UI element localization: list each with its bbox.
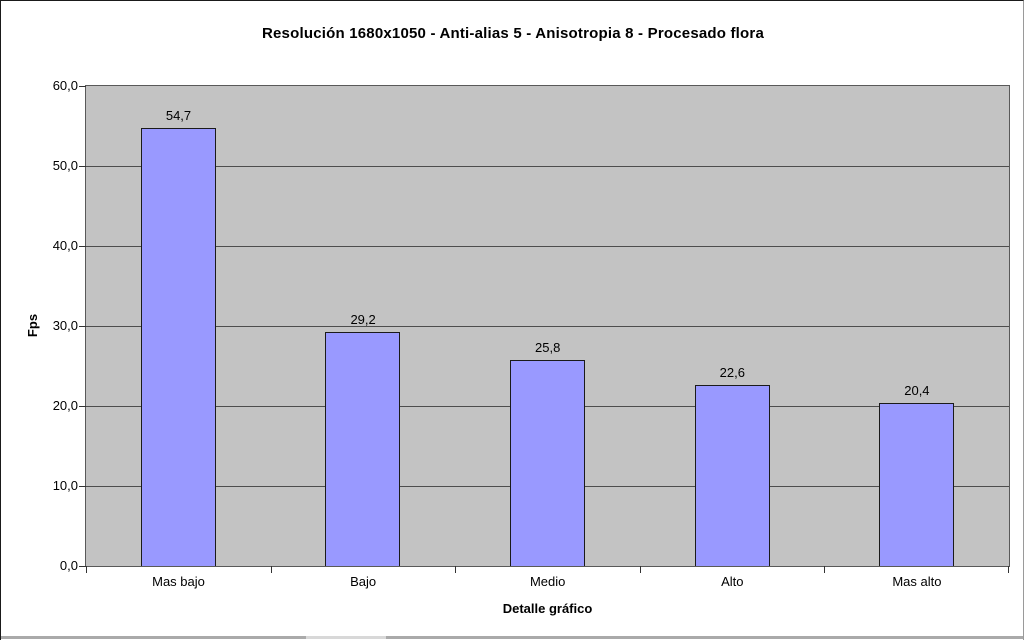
y-axis-tick: [79, 326, 86, 327]
data-label: 29,2: [350, 312, 376, 328]
horizontal-scrollbar[interactable]: [1, 635, 1023, 640]
bar-medio: [510, 359, 585, 566]
bar-alto: [694, 385, 770, 566]
y-axis-tick: [79, 406, 86, 407]
y-tick-label: 60,0: [52, 78, 78, 93]
y-tick-label: 20,0: [52, 398, 78, 413]
data-label: 54,7: [165, 108, 192, 124]
bar-bajo: [325, 332, 401, 566]
x-axis-tick: [1008, 566, 1009, 573]
x-category-label: Medio: [529, 574, 566, 589]
x-category-label: Bajo: [350, 574, 377, 589]
x-axis-tick: [639, 566, 641, 573]
data-label: 20,4: [904, 382, 930, 398]
gridline: [86, 326, 1009, 327]
scrollbar-thumb[interactable]: [306, 636, 386, 639]
scrollbar-track[interactable]: [1, 636, 1023, 639]
y-tick-label: 30,0: [52, 318, 78, 333]
gridline: [86, 166, 1009, 167]
y-axis-tick: [79, 166, 86, 167]
gridline: [86, 246, 1009, 247]
y-axis-tick: [79, 246, 86, 247]
y-tick-label: 50,0: [52, 158, 78, 173]
x-category-label: Alto: [721, 574, 744, 589]
x-axis-tick: [270, 566, 272, 573]
plot-area: 54,7 29,2 25,8 22,6 20,4: [79, 85, 1010, 573]
bar-mas-bajo: [140, 128, 216, 566]
y-axis-tick: [79, 566, 86, 567]
data-label: 25,8: [535, 339, 561, 355]
y-axis-tick: [79, 486, 86, 487]
chart-title: Resolución 1680x1050 - Anti-alias 5 - An…: [261, 25, 764, 42]
bar-mas-alto: [879, 402, 955, 566]
y-tick-label: 40,0: [52, 238, 78, 253]
y-tick-label: 0,0: [59, 558, 78, 573]
x-axis-tick: [455, 566, 457, 573]
data-label: 22,6: [719, 365, 745, 381]
x-category-label: Mas alto: [892, 574, 942, 589]
x-axis-tick: [824, 566, 826, 573]
x-axis-title: Detalle gráfico: [502, 601, 593, 616]
x-axis-tick: [86, 566, 87, 573]
y-axis-tick: [79, 86, 86, 87]
x-category-label: Mas bajo: [152, 574, 205, 589]
y-tick-label: 10,0: [52, 478, 78, 493]
